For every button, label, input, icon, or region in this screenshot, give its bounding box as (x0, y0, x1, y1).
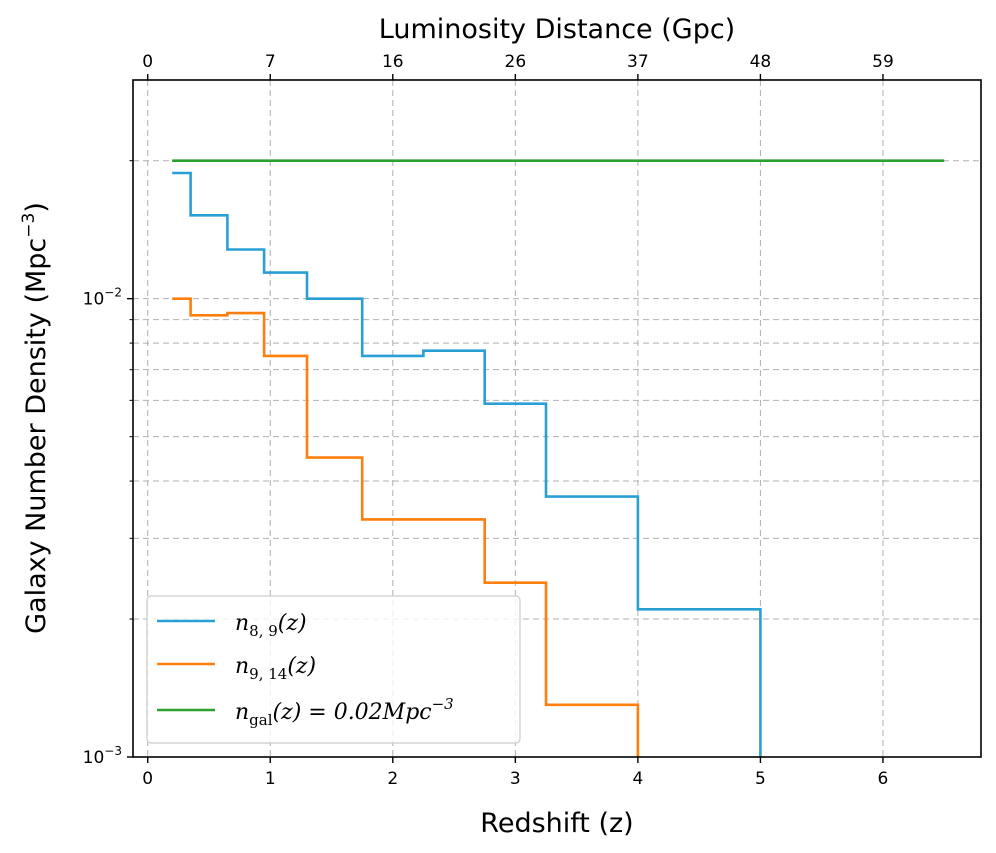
x-tick-label-3: 3 (510, 769, 521, 789)
top-tick-label-5: 48 (750, 52, 772, 72)
legend-n914-base: n (235, 654, 249, 679)
legend-label-n914: n9, 14(z) (235, 654, 316, 683)
legend-box (146, 595, 521, 744)
legend: n8, 9(z) n9, 14(z) ngal(z) = 0.02Mpc−3 (146, 595, 521, 744)
y-tick-label-exp-1: −2 (104, 286, 122, 300)
x-tick-label-5: 5 (755, 769, 766, 789)
y-tick-label-0: 10−3 (83, 744, 122, 768)
x-tick-label-0: 0 (142, 769, 153, 789)
top-tick-label-0: 0 (142, 52, 153, 72)
top-axis-title: Luminosity Distance (Gpc) (379, 14, 735, 45)
series-line-0 (172, 171, 762, 757)
series-line-1 (172, 297, 640, 757)
legend-n914-tail: (z) (287, 654, 316, 679)
legend-n914-sub: 9, 14 (249, 665, 287, 683)
y-axis-title-main: Galaxy Number Density (Mpc (21, 238, 52, 634)
y-tick-label-1: 10−2 (83, 286, 122, 310)
top-tick-label-3: 26 (505, 52, 527, 72)
x-tick-label-1: 1 (265, 769, 276, 789)
legend-label-ngal: ngal(z) = 0.02Mpc−3 (235, 695, 454, 729)
x-tick-label-2: 2 (387, 769, 398, 789)
legend-n89-sub: 8, 9 (249, 622, 278, 640)
top-tick-label-2: 16 (382, 52, 404, 72)
legend-n89-tail: (z) (278, 611, 307, 636)
x-axis-title: Redshift (z) (480, 808, 633, 839)
top-tick-label-4: 37 (627, 52, 649, 72)
x-tick-label-4: 4 (632, 769, 643, 789)
legend-ngal-exp: −3 (432, 695, 454, 713)
legend-ngal-sub: gal (249, 711, 273, 729)
y-tick-label-base-0: 10 (83, 748, 105, 768)
legend-label-n89: n8, 9(z) (235, 611, 307, 640)
legend-ngal-tail: (z) = 0.02Mpc (273, 700, 432, 725)
y-tick-label-base-1: 10 (83, 290, 105, 310)
series-layer (172, 159, 945, 757)
x-tick-label-6: 6 (878, 769, 889, 789)
y-tick-label-exp-0: −3 (104, 744, 122, 758)
top-tick-label-6: 59 (872, 52, 894, 72)
legend-n89-base: n (235, 611, 249, 636)
plot-frame (132, 79, 982, 758)
y-axis-title-exp: −3 (19, 213, 39, 238)
y-axis-title-suffix: ) (21, 202, 52, 213)
top-tick-label-1: 7 (265, 52, 276, 72)
legend-ngal-base: n (235, 700, 249, 725)
y-axis-title: Galaxy Number Density (Mpc−3) (19, 202, 52, 634)
